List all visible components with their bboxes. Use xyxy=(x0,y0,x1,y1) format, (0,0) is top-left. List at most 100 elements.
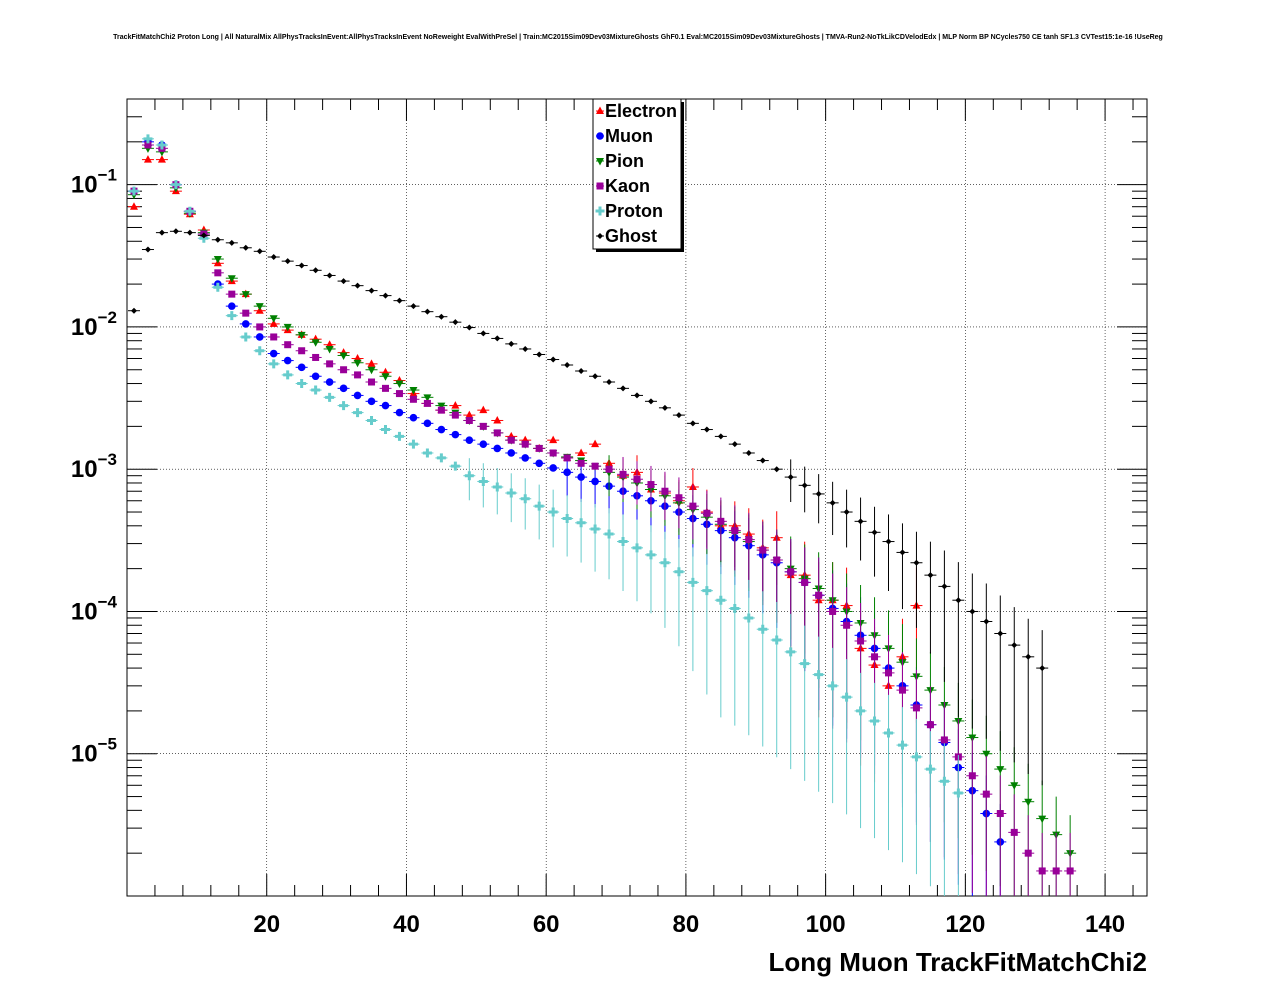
data-point xyxy=(492,482,502,492)
legend-label: Ghost xyxy=(605,226,657,246)
y-tick-label: 10−1 xyxy=(71,166,117,199)
data-point xyxy=(465,436,474,444)
data-point xyxy=(829,607,837,615)
data-point xyxy=(717,433,724,440)
data-point xyxy=(856,706,866,716)
data-point xyxy=(940,736,948,744)
data-point xyxy=(506,488,516,498)
data-point xyxy=(619,470,627,478)
data-point xyxy=(759,457,766,464)
data-point xyxy=(897,740,907,750)
series-proton xyxy=(127,134,965,896)
data-point xyxy=(494,335,501,342)
data-point xyxy=(129,202,138,210)
data-point xyxy=(507,436,515,444)
data-point xyxy=(395,408,404,417)
legend-label: Pion xyxy=(605,151,644,171)
data-point xyxy=(270,254,277,261)
data-point xyxy=(479,440,488,448)
data-point xyxy=(227,275,236,283)
legend-marker xyxy=(596,158,604,166)
data-point xyxy=(606,379,613,386)
data-point xyxy=(800,659,810,669)
x-axis-label: Long Muon TrackFitMatchChi2 xyxy=(769,947,1147,977)
data-point xyxy=(409,395,417,403)
data-point xyxy=(955,597,962,604)
data-point xyxy=(423,419,432,428)
data-point xyxy=(269,319,278,327)
x-tick-label: 80 xyxy=(673,911,700,938)
data-point xyxy=(395,380,404,389)
data-point xyxy=(1024,798,1033,807)
data-point xyxy=(465,410,474,419)
data-point xyxy=(423,399,431,407)
data-point xyxy=(270,333,278,341)
data-point xyxy=(255,333,264,341)
data-point xyxy=(450,461,460,471)
x-tick-label: 140 xyxy=(1085,911,1125,938)
data-point xyxy=(660,558,670,568)
data-point xyxy=(1025,653,1032,660)
x-tick-label: 100 xyxy=(806,911,846,938)
data-point xyxy=(255,303,264,311)
x-tick-label: 40 xyxy=(393,911,420,938)
data-point xyxy=(367,397,376,406)
data-point xyxy=(661,404,668,411)
legend-marker xyxy=(595,206,605,216)
data-point xyxy=(353,359,362,368)
legend-marker xyxy=(596,106,604,114)
data-point xyxy=(843,621,851,629)
y-tick-mantissa: 10 xyxy=(71,598,98,625)
data-point xyxy=(466,324,473,331)
data-point xyxy=(689,502,697,510)
data-point xyxy=(241,291,250,299)
legend-marker xyxy=(596,182,604,190)
data-point xyxy=(228,239,235,246)
data-point xyxy=(507,449,516,457)
data-point xyxy=(912,704,920,712)
series-pion xyxy=(127,145,1077,896)
data-point xyxy=(1066,867,1074,875)
data-point xyxy=(242,244,249,251)
data-point xyxy=(647,481,655,489)
data-point xyxy=(256,248,263,255)
data-point xyxy=(898,686,906,694)
data-point xyxy=(408,439,418,449)
data-point xyxy=(520,494,530,504)
data-point xyxy=(730,603,740,613)
data-point xyxy=(410,303,417,310)
series-kaon xyxy=(127,141,1077,896)
data-point xyxy=(842,692,852,702)
data-point xyxy=(675,494,683,502)
data-point xyxy=(144,246,151,253)
data-point xyxy=(380,425,390,435)
data-point xyxy=(885,669,893,677)
data-point xyxy=(409,413,418,422)
data-point xyxy=(354,282,361,289)
data-point xyxy=(563,454,571,462)
y-tick-label: 10−3 xyxy=(71,450,117,483)
data-point xyxy=(367,366,376,375)
legend-entry: Electron xyxy=(596,101,677,121)
data-point xyxy=(256,323,264,331)
data-point xyxy=(576,518,586,528)
data-point xyxy=(283,370,293,380)
data-point xyxy=(1038,867,1046,875)
data-point xyxy=(591,462,599,470)
data-point xyxy=(480,330,487,337)
data-point xyxy=(157,155,166,163)
data-point xyxy=(787,474,794,481)
data-point xyxy=(241,320,250,328)
data-point xyxy=(871,653,879,661)
data-point xyxy=(969,608,976,615)
data-point xyxy=(143,155,152,163)
data-point xyxy=(577,448,586,456)
data-point xyxy=(269,349,278,358)
legend: Electron Muon Pion Kaon Proton Ghost xyxy=(592,98,684,252)
legend-label: Kaon xyxy=(605,176,650,196)
data-point xyxy=(367,359,376,367)
data-point xyxy=(381,384,389,392)
data-point xyxy=(983,618,990,625)
data-point xyxy=(702,586,712,596)
data-point xyxy=(368,378,376,386)
